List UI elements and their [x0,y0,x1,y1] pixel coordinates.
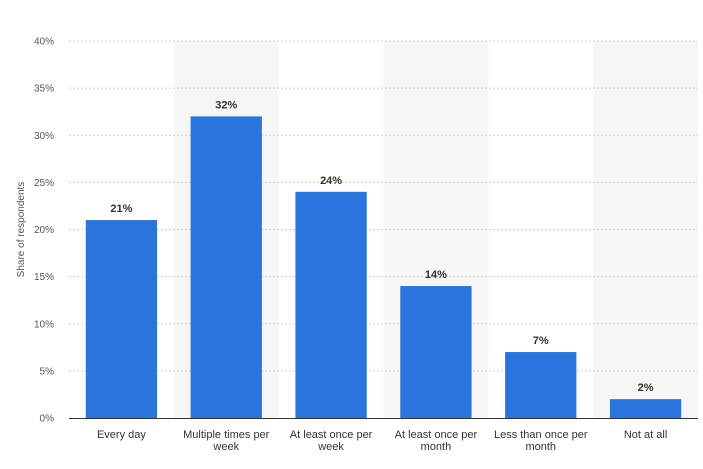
bar[interactable] [505,352,577,418]
bar[interactable] [400,286,472,418]
data-label: 24% [320,175,342,187]
y-tick-label: 30% [34,131,54,142]
data-label: 32% [215,99,237,111]
y-tick-label: 35% [34,84,54,95]
x-tick-label: At least once per month [395,429,478,453]
y-axis-ticks: 0% 5% 10% 15% 20% 25% 30% 35% 40% [34,37,54,425]
bar[interactable] [609,399,682,418]
bar[interactable] [85,220,158,418]
data-label: 7% [533,335,549,347]
y-axis-label: Share of respondents [16,182,27,278]
x-tick-label: At least once per week [290,429,373,453]
data-label: 2% [638,382,654,394]
y-tick-label: 10% [34,319,54,330]
gridlines [69,40,698,372]
y-tick-label: 5% [40,366,55,377]
x-tick-label: Multiple times per week [183,429,270,453]
bars [85,116,682,419]
bar[interactable] [190,116,262,419]
data-label: 14% [425,269,447,281]
y-tick-label: 20% [34,225,54,236]
y-tick-label: 0% [40,414,55,425]
x-axis-labels: Every day Multiple times per week At least … [97,429,667,453]
data-label: 21% [110,203,132,215]
x-tick-label: Not at all [624,429,667,441]
x-tick-label: Every day [97,429,146,441]
data-labels: 21% 32% 24% 14% 7% 2% [110,99,653,394]
y-tick-label: 25% [34,178,54,189]
y-tick-label: 15% [34,272,54,283]
y-tick-label: 40% [34,37,54,48]
bar[interactable] [295,191,367,418]
x-tick-label: Less than once per month [494,429,588,453]
